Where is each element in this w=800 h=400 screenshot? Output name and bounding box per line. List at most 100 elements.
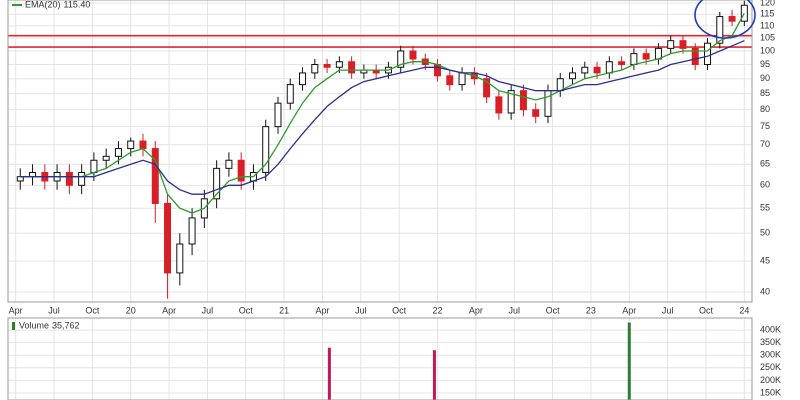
x-tick-label: 24 bbox=[739, 305, 749, 315]
candle-body bbox=[642, 53, 650, 60]
candle-body bbox=[102, 155, 110, 161]
candle-body bbox=[458, 72, 466, 86]
candle-body bbox=[286, 84, 294, 104]
candle-body bbox=[151, 148, 159, 204]
volume-bar bbox=[327, 347, 331, 400]
candle-body bbox=[581, 66, 589, 74]
candle-body bbox=[569, 72, 577, 80]
candle-body bbox=[237, 159, 245, 182]
candle-body bbox=[605, 61, 613, 74]
candle-body bbox=[728, 16, 736, 22]
x-tick-label: Apr bbox=[469, 305, 483, 315]
panel-background bbox=[8, 0, 752, 302]
candle-body bbox=[618, 61, 626, 65]
panel-border bbox=[7, 317, 753, 400]
y-tick-label: 115 bbox=[760, 9, 774, 19]
candle-body bbox=[397, 50, 405, 68]
y-tick-label: 65 bbox=[760, 159, 770, 169]
candle-body bbox=[78, 171, 86, 186]
candle-body bbox=[188, 217, 196, 245]
candle-body bbox=[691, 47, 699, 65]
ema-line bbox=[20, 12, 745, 214]
y-tick-label: 150K bbox=[760, 387, 781, 397]
candle-body bbox=[532, 109, 540, 117]
candle-body bbox=[127, 140, 135, 150]
x-tick-label: Apr bbox=[9, 305, 23, 315]
x-tick-label: 23 bbox=[586, 305, 596, 315]
candle-body bbox=[311, 63, 319, 74]
x-tick-label: 22 bbox=[433, 305, 443, 315]
y-tick-label: 110 bbox=[760, 20, 774, 30]
candle-body bbox=[495, 96, 503, 114]
x-tick-label: Apr bbox=[622, 305, 636, 315]
candle-body bbox=[507, 90, 515, 114]
y-tick-label: 90 bbox=[760, 73, 770, 83]
x-tick-label: Jul bbox=[202, 305, 214, 315]
y-tick-label: 50 bbox=[760, 228, 770, 238]
y-tick-label: 75 bbox=[760, 121, 770, 131]
y-tick-label: 40 bbox=[760, 286, 770, 296]
candle-body bbox=[323, 63, 331, 68]
candle-body bbox=[630, 53, 638, 65]
legend-value: 115.40 bbox=[64, 0, 91, 9]
x-tick-label: Oct bbox=[239, 305, 254, 315]
y-tick-label: 300K bbox=[760, 350, 781, 360]
candle-body bbox=[213, 167, 221, 200]
x-tick-label: 21 bbox=[279, 305, 289, 315]
candle-body bbox=[740, 4, 748, 22]
x-tick-label: Oct bbox=[392, 305, 407, 315]
candle-body bbox=[544, 90, 552, 117]
volume-bar bbox=[432, 350, 436, 400]
y-tick-label: 120 bbox=[760, 0, 775, 7]
x-tick-label: Oct bbox=[699, 305, 714, 315]
y-tick-label: 250K bbox=[760, 362, 781, 372]
y-tick-label: 400K bbox=[760, 324, 781, 334]
candle-body bbox=[65, 171, 73, 186]
candle-body bbox=[164, 202, 172, 274]
volume-bar bbox=[627, 322, 631, 400]
candle-body bbox=[299, 72, 307, 86]
legend-label: EMA(20) bbox=[25, 0, 61, 9]
y-tick-label: 95 bbox=[760, 59, 770, 69]
chart-layer: Apr Jul Oct 20 Apr Jul Oct 21 Apr Jul Oct 22 Apr Jul O… bbox=[7, 0, 781, 400]
candle-body bbox=[409, 50, 417, 60]
y-tick-label: 55 bbox=[760, 203, 770, 213]
candle-body bbox=[114, 148, 122, 157]
panel-grid bbox=[8, 318, 752, 400]
candle-body bbox=[519, 90, 527, 111]
x-tick-label: Apr bbox=[315, 305, 329, 315]
candle-body bbox=[225, 159, 233, 169]
y-tick-label: 100 bbox=[760, 45, 775, 55]
candle-body bbox=[348, 61, 356, 74]
candle-body bbox=[176, 243, 184, 274]
y-tick-label: 45 bbox=[760, 255, 770, 265]
panel-grid bbox=[8, 0, 752, 302]
y-tick-label: 105 bbox=[760, 33, 775, 43]
x-tick-label: Jul bbox=[508, 305, 520, 315]
candle-body bbox=[483, 78, 491, 98]
legend-swatch bbox=[12, 322, 15, 330]
x-tick-label: Jul bbox=[355, 305, 367, 315]
x-tick-label: Jul bbox=[662, 305, 674, 315]
candle-body bbox=[262, 126, 270, 173]
ema-line bbox=[20, 40, 745, 195]
y-tick-label: 200K bbox=[760, 375, 781, 385]
candle-body bbox=[139, 140, 147, 150]
y-tick-label: 350K bbox=[760, 337, 781, 347]
candle-body bbox=[667, 40, 675, 49]
candle-body bbox=[593, 66, 601, 74]
x-tick-label: Oct bbox=[546, 305, 561, 315]
x-tick-label: Apr bbox=[162, 305, 176, 315]
x-tick-label: 20 bbox=[126, 305, 136, 315]
candle-body bbox=[16, 176, 24, 182]
y-tick-label: 85 bbox=[760, 88, 770, 98]
candle-body bbox=[679, 40, 687, 49]
y-tick-label: 80 bbox=[760, 104, 770, 114]
highlight-circle bbox=[694, 0, 756, 39]
candle-body bbox=[90, 159, 98, 173]
panel-border bbox=[7, 0, 753, 303]
candle-body bbox=[446, 75, 454, 86]
legend-label: Volume bbox=[19, 320, 49, 330]
legend-value: 35,762 bbox=[52, 320, 80, 330]
